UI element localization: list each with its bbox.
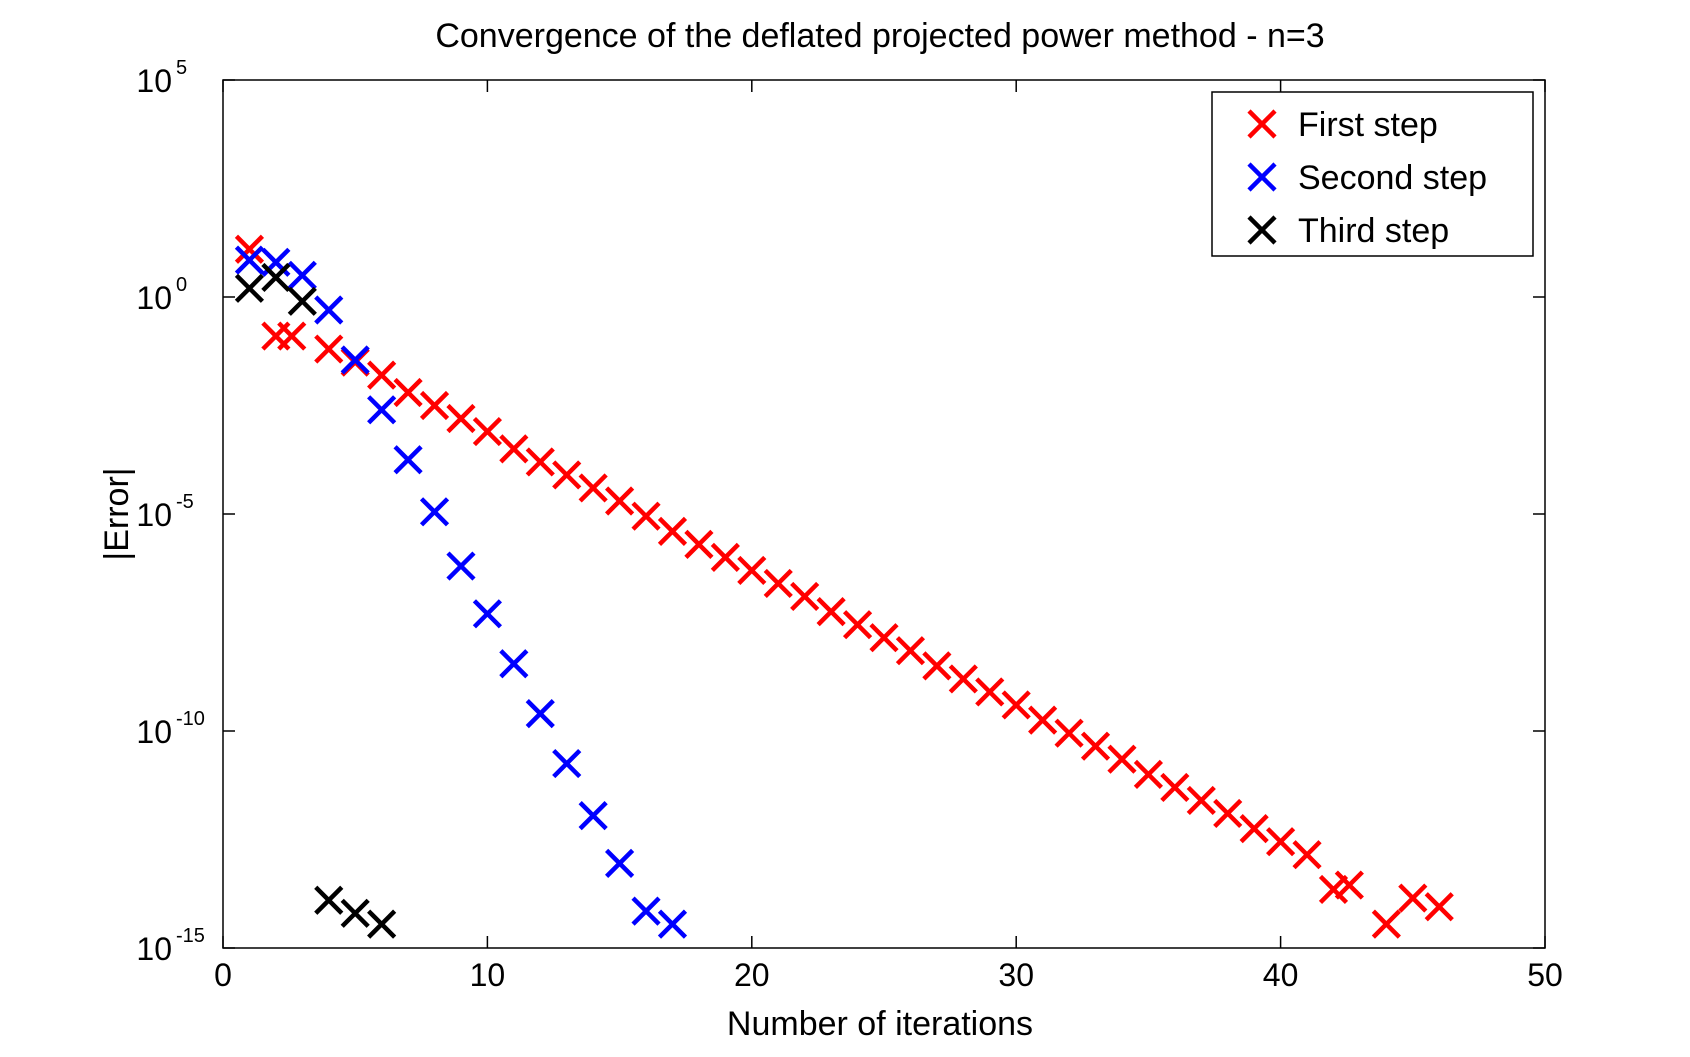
data-point bbox=[1213, 798, 1243, 829]
data-point bbox=[1001, 690, 1031, 720]
y-tick-label: 10 bbox=[136, 714, 172, 750]
data-point bbox=[1107, 744, 1137, 774]
data-point bbox=[525, 699, 555, 729]
data-point bbox=[869, 623, 899, 653]
data-point bbox=[657, 909, 688, 939]
x-tick-label: 0 bbox=[214, 957, 232, 993]
data-point bbox=[1334, 870, 1364, 900]
data-point bbox=[922, 651, 952, 681]
chart-title: Convergence of the deflated projected po… bbox=[435, 17, 1324, 55]
data-point bbox=[234, 245, 265, 275]
data-point bbox=[842, 610, 873, 640]
data-point bbox=[1266, 827, 1296, 857]
data-point bbox=[340, 898, 370, 928]
data-point bbox=[737, 555, 767, 586]
data-point bbox=[499, 649, 529, 679]
y-tick-exponent: -10 bbox=[176, 708, 205, 730]
data-point bbox=[895, 636, 926, 666]
legend: First step Second step Third step bbox=[1211, 91, 1534, 257]
data-point bbox=[975, 677, 1005, 707]
data-series bbox=[234, 234, 1454, 939]
legend-marker bbox=[1247, 109, 1277, 139]
data-point bbox=[472, 416, 502, 447]
x-axis-label: Number of iterations bbox=[727, 1005, 1033, 1043]
data-point bbox=[1080, 731, 1111, 761]
data-point bbox=[816, 597, 846, 627]
y-axis-label: |Error| bbox=[98, 467, 136, 560]
data-point bbox=[790, 581, 820, 612]
legend-label: Third step bbox=[1298, 212, 1449, 250]
data-point bbox=[1398, 883, 1428, 913]
data-point bbox=[605, 486, 635, 516]
y-tick-exponent: 0 bbox=[176, 274, 187, 296]
legend-label: First step bbox=[1298, 106, 1438, 144]
data-point bbox=[446, 403, 476, 434]
y-tick-label: 10 bbox=[136, 280, 172, 316]
data-point bbox=[393, 377, 423, 408]
data-point bbox=[393, 445, 423, 475]
data-point bbox=[1239, 814, 1269, 844]
data-point bbox=[1160, 772, 1190, 803]
data-point bbox=[314, 885, 344, 915]
data-point bbox=[605, 848, 635, 878]
data-point bbox=[578, 801, 608, 831]
data-point bbox=[499, 434, 529, 464]
data-point bbox=[234, 234, 265, 264]
legend-marker bbox=[1247, 162, 1277, 192]
data-point bbox=[287, 260, 317, 290]
data-point bbox=[340, 345, 370, 375]
data-point bbox=[367, 360, 397, 390]
x-tick-label: 50 bbox=[1527, 957, 1563, 993]
data-point bbox=[710, 542, 740, 572]
y-tick-exponent: 5 bbox=[176, 57, 187, 79]
data-point bbox=[525, 447, 555, 477]
data-point bbox=[314, 334, 344, 364]
data-point bbox=[948, 664, 978, 694]
data-point bbox=[552, 748, 582, 779]
data-point bbox=[631, 501, 661, 531]
data-point bbox=[684, 529, 714, 559]
data-point bbox=[1054, 718, 1084, 748]
y-tick-label: 10 bbox=[136, 497, 172, 533]
data-point bbox=[419, 497, 450, 527]
data-point bbox=[1133, 759, 1163, 789]
data-point bbox=[578, 473, 608, 503]
x-tick-label: 10 bbox=[470, 957, 506, 993]
data-point bbox=[367, 909, 397, 939]
x-tick-label: 30 bbox=[998, 957, 1034, 993]
data-point bbox=[472, 599, 502, 629]
series-1 bbox=[234, 234, 1454, 939]
data-point bbox=[657, 516, 688, 546]
series-2 bbox=[234, 245, 688, 939]
data-point bbox=[1028, 705, 1058, 735]
data-point bbox=[277, 321, 307, 351]
data-point bbox=[631, 896, 661, 926]
legend-marker bbox=[1247, 215, 1277, 245]
data-point bbox=[446, 551, 476, 581]
x-axis: 0 10 20 30 40 50 bbox=[214, 80, 1563, 993]
y-tick-exponent: -5 bbox=[176, 491, 194, 513]
data-point bbox=[1292, 840, 1322, 870]
data-point bbox=[234, 273, 265, 303]
data-point bbox=[552, 460, 582, 490]
data-point bbox=[1371, 909, 1401, 939]
data-point bbox=[1186, 785, 1216, 816]
x-tick-label: 40 bbox=[1263, 957, 1299, 993]
y-tick-label: 10 bbox=[136, 63, 172, 99]
data-point bbox=[419, 390, 450, 421]
data-point bbox=[367, 395, 397, 425]
legend-label: Second step bbox=[1298, 159, 1487, 197]
y-tick-exponent: -15 bbox=[176, 925, 205, 947]
data-point bbox=[287, 286, 317, 316]
y-tick-label: 10 bbox=[136, 931, 172, 967]
data-point bbox=[763, 568, 793, 599]
data-point bbox=[261, 262, 291, 293]
data-point bbox=[1424, 892, 1454, 922]
x-tick-label: 20 bbox=[734, 957, 770, 993]
series-3 bbox=[234, 262, 397, 939]
data-point bbox=[314, 295, 344, 325]
